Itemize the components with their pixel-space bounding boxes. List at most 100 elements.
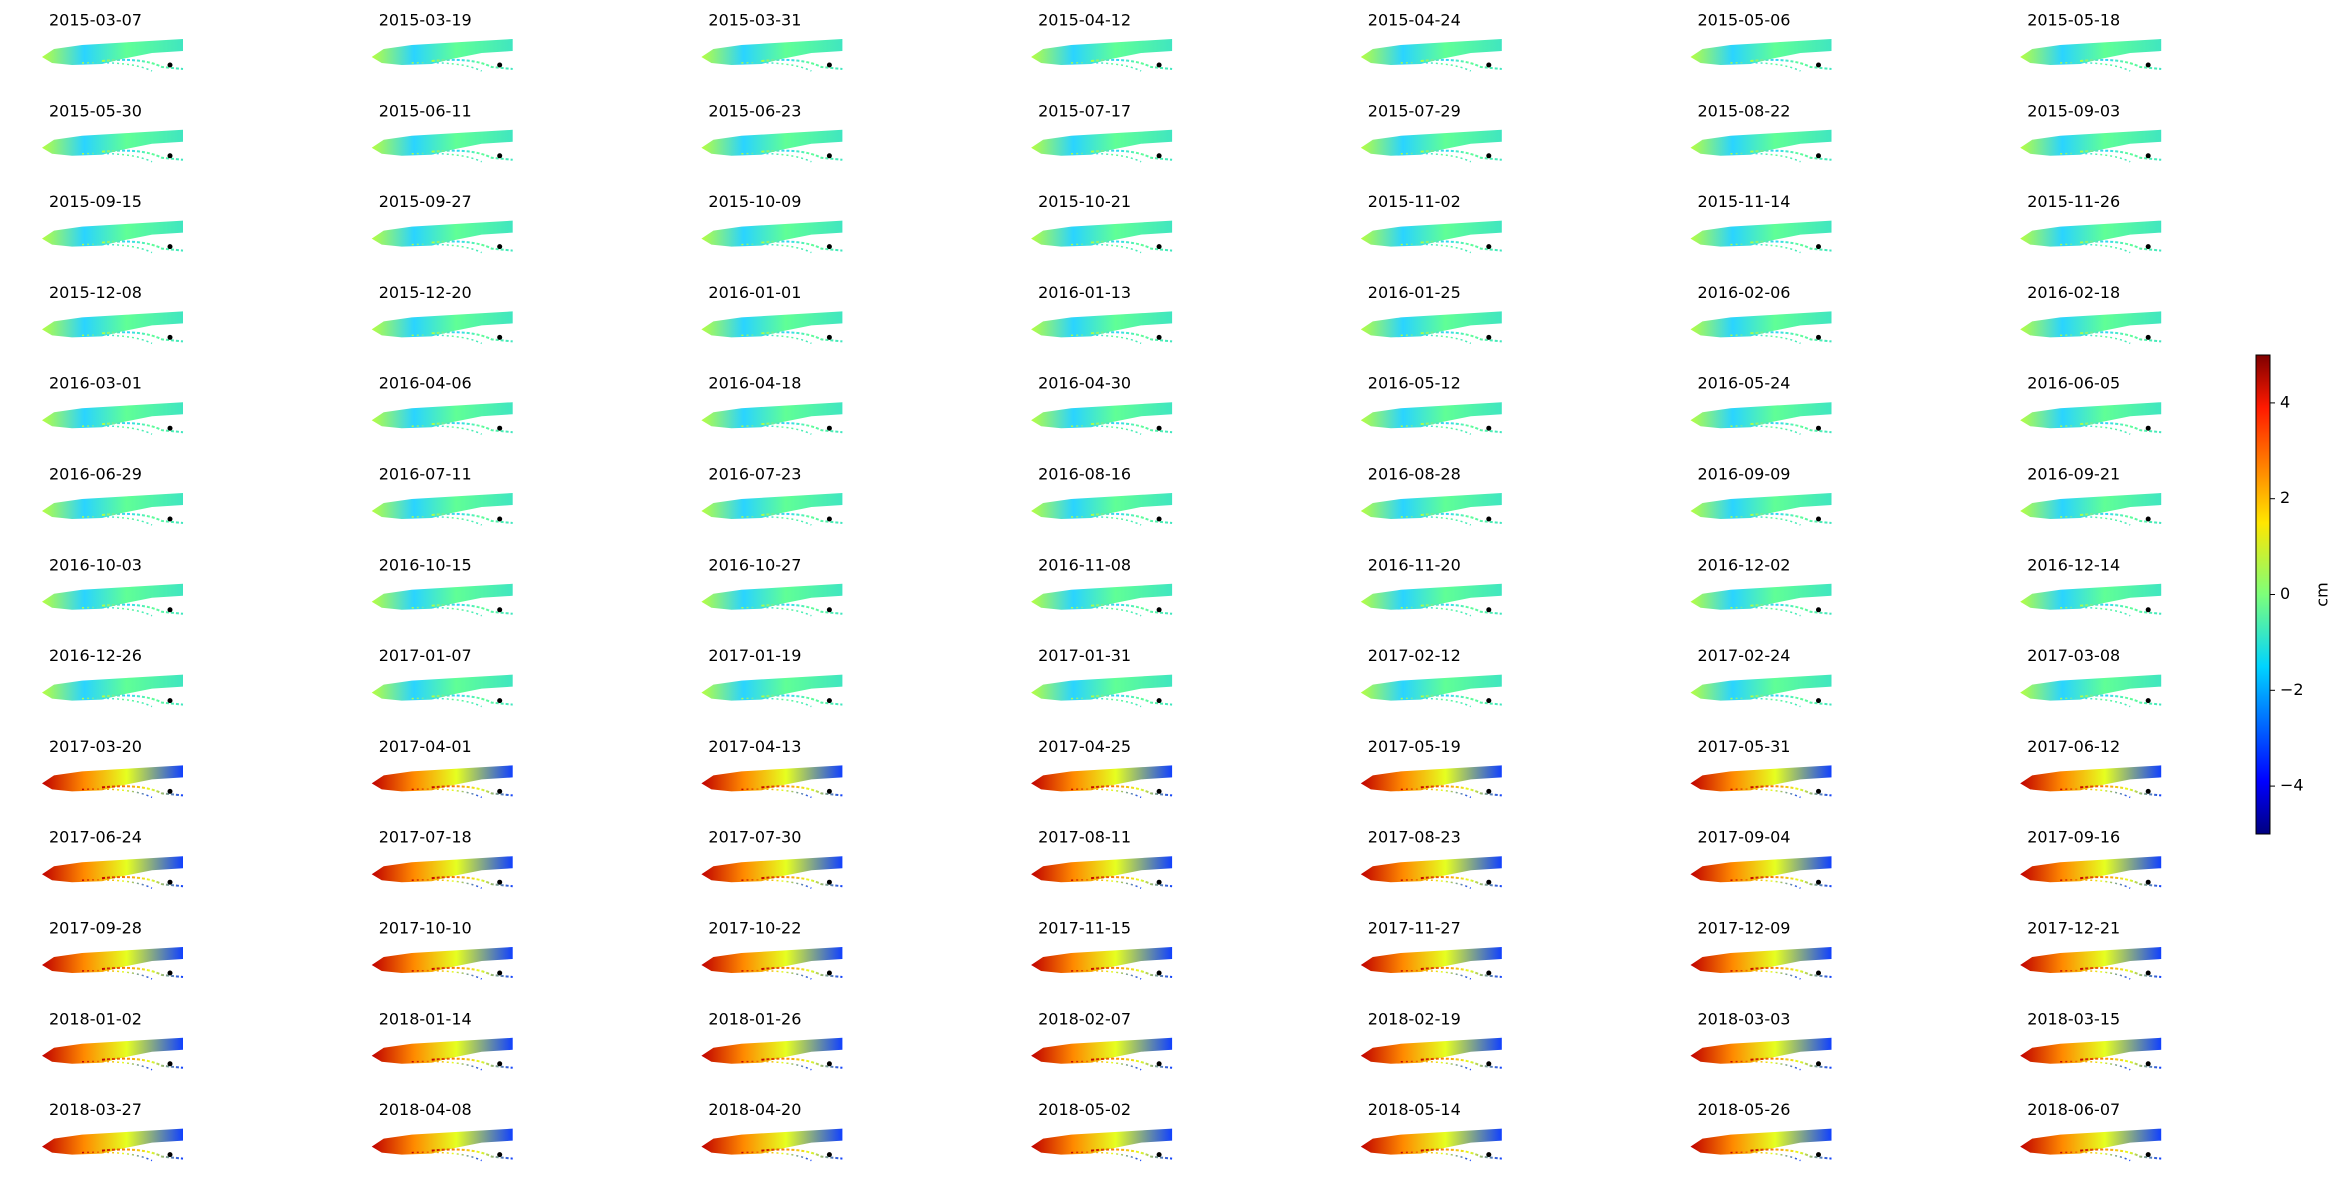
map-point — [497, 425, 503, 431]
map-panel — [1031, 311, 1173, 345]
map-point — [1156, 1061, 1162, 1067]
colorbar-tick-label: −2 — [2280, 680, 2304, 699]
map-point — [167, 607, 173, 613]
map-streak — [411, 61, 483, 72]
map-streak — [1420, 331, 1502, 343]
panel-title: 2015-07-29 — [1368, 101, 1461, 120]
map-streak — [101, 785, 184, 797]
map-body — [701, 311, 843, 338]
panel-title: 2015-03-07 — [49, 11, 142, 30]
map-panel — [1690, 583, 1832, 617]
panel-title: 2017-11-15 — [1038, 919, 1131, 938]
map-streak — [1730, 334, 1801, 345]
map-streak — [101, 876, 184, 888]
map-streak — [431, 58, 513, 70]
panel-title: 2015-06-11 — [379, 101, 472, 120]
map-streak — [1071, 879, 1142, 889]
map-streak — [431, 966, 513, 978]
map-point — [1156, 516, 1162, 522]
map-streak — [1091, 694, 1173, 706]
map-point — [497, 1152, 503, 1158]
map-streak — [1091, 149, 1173, 161]
map-body — [1031, 947, 1173, 973]
panel-title: 2016-05-24 — [1698, 374, 1791, 393]
map-body — [371, 220, 513, 247]
map-panel — [1690, 402, 1832, 435]
map-panel — [1031, 1128, 1173, 1162]
panel-title: 2015-08-22 — [1698, 101, 1791, 120]
map-streak — [431, 1057, 513, 1069]
map-panel — [371, 311, 513, 345]
map-panel — [1360, 856, 1502, 889]
map-panel — [1031, 583, 1173, 617]
map-streak — [761, 422, 843, 434]
map-streak — [2080, 876, 2162, 888]
map-streak — [741, 879, 812, 889]
map-point — [826, 516, 832, 522]
panel-title: 2015-04-24 — [1368, 11, 1461, 30]
panel-title: 2016-07-11 — [379, 465, 472, 484]
map-panel — [2020, 856, 2162, 889]
map-body — [701, 402, 843, 429]
map-point — [1816, 970, 1821, 976]
panel-title: 2017-02-24 — [1698, 646, 1791, 665]
map-streak — [1420, 785, 1502, 797]
panel-title: 2017-12-21 — [2027, 919, 2120, 938]
map-panel — [1031, 856, 1173, 889]
map-panel — [1360, 1128, 1502, 1162]
map-panel — [42, 765, 184, 799]
map-body — [1360, 493, 1502, 519]
map-streak — [2060, 1060, 2131, 1071]
map-body — [1690, 493, 1832, 519]
map-panel — [2020, 39, 2162, 72]
map-streak — [1071, 1151, 1142, 1162]
map-streak — [2060, 334, 2131, 345]
map-point — [2145, 334, 2151, 340]
map-streak — [81, 515, 153, 526]
panel-title: 2015-04-12 — [1038, 11, 1131, 30]
map-point — [1816, 334, 1821, 340]
map-streak — [1750, 603, 1832, 615]
colorbar-label: cm — [2313, 582, 2332, 606]
panel-title: 2016-05-12 — [1368, 374, 1461, 393]
map-panel — [371, 493, 513, 526]
map-body — [701, 583, 843, 610]
map-streak — [81, 61, 153, 72]
map-panel — [371, 947, 513, 980]
map-point — [2145, 153, 2151, 159]
map-panel — [2020, 1037, 2162, 1071]
panel-title: 2018-01-14 — [379, 1009, 472, 1028]
panel-title: 2015-05-18 — [2027, 11, 2120, 30]
map-streak — [2060, 969, 2131, 980]
map-body — [1690, 220, 1832, 247]
map-streak — [1091, 785, 1173, 797]
map-panel — [1690, 39, 1832, 72]
map-streak — [1750, 331, 1832, 343]
map-streak — [2080, 512, 2162, 524]
map-body — [1031, 493, 1173, 519]
panel-title: 2017-09-16 — [2027, 828, 2120, 847]
panel-title: 2017-01-19 — [708, 646, 801, 665]
map-streak — [1750, 876, 1832, 888]
map-panel — [701, 1037, 843, 1071]
map-panel — [1690, 1037, 1832, 1071]
map-body — [371, 311, 513, 338]
panel-title: 2016-08-28 — [1368, 465, 1461, 484]
map-streak — [2060, 879, 2131, 889]
map-point — [826, 1061, 832, 1067]
map-panel — [1690, 765, 1832, 799]
map-streak — [2080, 603, 2162, 615]
map-streak — [1730, 515, 1801, 526]
map-panel — [1690, 947, 1832, 980]
map-point — [2145, 607, 2151, 613]
map-streak — [1091, 966, 1173, 978]
map-point — [1486, 516, 1492, 522]
map-streak — [431, 785, 513, 797]
map-body — [1690, 129, 1832, 156]
map-body — [1031, 1037, 1173, 1064]
panel-title: 2015-09-27 — [379, 192, 472, 211]
map-body — [1690, 674, 1832, 701]
map-point — [1486, 153, 1492, 159]
map-streak — [1730, 1151, 1801, 1162]
map-streak — [2080, 331, 2162, 343]
